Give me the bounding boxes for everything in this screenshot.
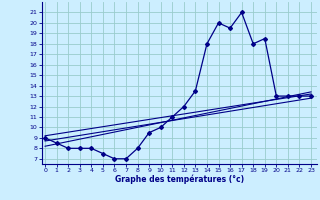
X-axis label: Graphe des températures (°c): Graphe des températures (°c) [115, 175, 244, 184]
